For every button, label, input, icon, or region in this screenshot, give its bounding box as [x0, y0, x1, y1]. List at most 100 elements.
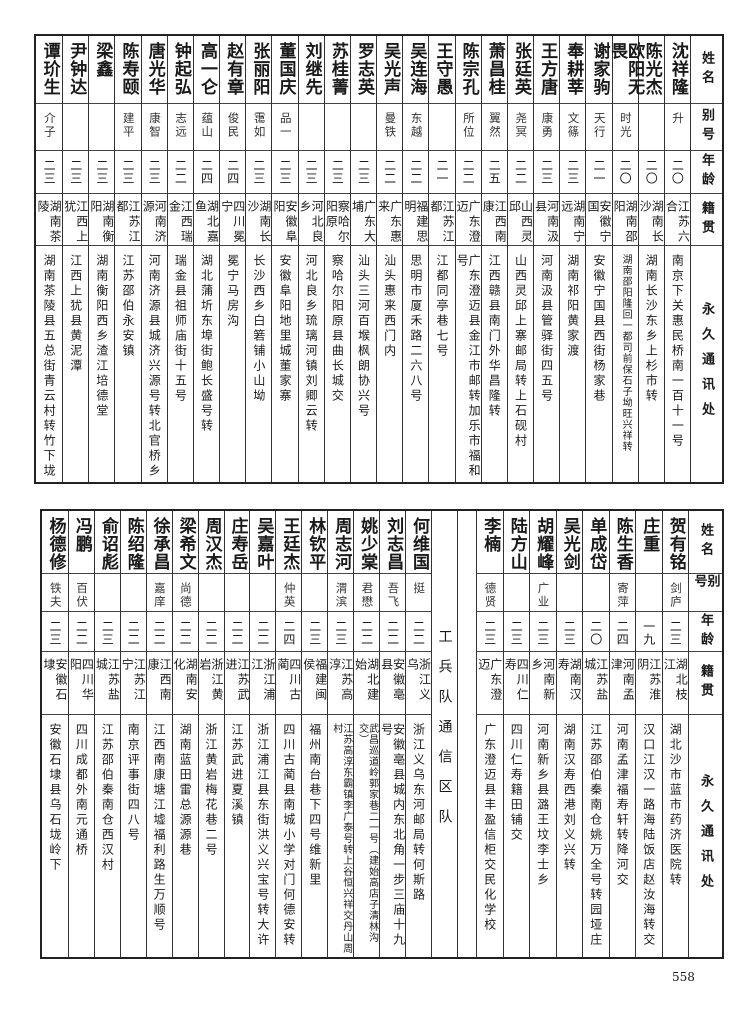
address-text: 安徽石埭县乌石垅岭下: [47, 723, 62, 873]
cell-address: 湖北蒲圻东埠街鲍长盛号转: [194, 246, 219, 482]
alias-text: 蕴山: [200, 112, 215, 139]
name-text: 刘志昌: [383, 517, 404, 571]
person-column: 贺有铭 剑庐 二三 湖北枝江 湖北沙市蓝市药济医院转: [661, 511, 689, 957]
cell-age: 二二: [146, 612, 172, 652]
cell-name: 奉耕莘: [560, 36, 586, 104]
person-column: 陈光杰 二〇 湖南长沙 湖南长沙东乡上杉市转: [637, 36, 665, 482]
cell-address: 汕头惠来西门内: [377, 246, 402, 482]
alias-text: 仲英: [282, 582, 297, 609]
person-column: 吴连海 东越 二二 福建思明 思明市厦禾路二六八号: [402, 36, 429, 482]
cell-age: 二四: [193, 151, 220, 194]
name-text: 梁希文: [175, 517, 196, 571]
cell-origin: 湖南长沙: [246, 194, 272, 246]
cell-name: 苏桂菁: [324, 36, 350, 104]
name-text: 陈生香: [612, 517, 633, 571]
cell-alias: 东越: [403, 104, 429, 151]
person-column: 吴光声 曼铁 二二 广东惠来 汕头惠来西门内: [376, 36, 403, 482]
person-column: 梁鑫 二三 湖南衡阳 湖南衡阳西乡渣江培德堂: [88, 36, 115, 482]
cell-name: 张丽阳: [246, 36, 272, 104]
cell-address: 四川仁寿籍田铺交: [504, 715, 530, 957]
address-text: 南京下关惠民桥南一百十一号: [670, 254, 685, 449]
cell-age: 二二: [507, 151, 534, 194]
cell-alias: 霭如: [246, 104, 272, 151]
cell-address: 河南汲县管驿街四五号: [534, 246, 559, 482]
cell-alias: 翼然: [481, 104, 507, 151]
name-text: 刘继先: [301, 42, 322, 96]
name-text: 欧阳无畏: [607, 42, 645, 96]
header-age: 年龄: [691, 151, 722, 194]
alias-text: 东越: [409, 112, 424, 139]
cell-name: 庄重: [636, 511, 662, 574]
cell-age: 二三: [42, 612, 68, 652]
address-text: 四川仁寿籍田铺交: [509, 723, 524, 843]
name-text: 董国庆: [275, 42, 296, 96]
header-address: 永久通讯处: [689, 715, 722, 957]
cell-address: 河北良乡琉璃河镇刘卿云转: [299, 246, 324, 482]
age-text: 一九: [641, 620, 656, 646]
person-column: 萧昌桂 翼然 二五 江西南康 江西赣县南门外华昌隆转: [480, 36, 507, 482]
alias-text: 康智: [147, 112, 162, 139]
cell-origin: 河南汲县: [534, 194, 560, 246]
cell-address: 河南济源县城济兴源号转北官桥乡: [142, 246, 167, 482]
person-column: 胡耀峰 广业 二三 河南新乡 河南新乡县潞王坟李士乡: [529, 511, 556, 957]
age-text: 二二: [513, 159, 528, 185]
person-column: 苏桂菁 二三 察哈尔阳原 察哈尔阳原县曲长城交: [323, 36, 350, 482]
cell-name: 谢家驹: [586, 36, 612, 104]
header-address: 永久通讯处: [691, 246, 722, 482]
cell-age: 二三: [477, 612, 503, 652]
address-text: 湖北蒲圻东埠街鲍长盛号转: [199, 254, 214, 434]
cell-address: 湖南邵阳隆回一都司前保石子坳旺兴祥转: [613, 246, 638, 482]
person-column: 冯鹏 百伏 二二 四川华阳 四川成都外南元通桥: [67, 511, 94, 957]
address-text: 湖南邵阳隆回一都司前保石子坳旺兴祥转: [620, 254, 632, 452]
cell-origin: 江西上犹: [63, 194, 89, 246]
cell-alias: [556, 574, 582, 612]
cell-alias: [583, 574, 609, 612]
person-column: 陆方山 二三 四川仁寿 四川仁寿籍田铺交: [502, 511, 530, 957]
cell-address: 广东澄迈县丰盈信柜交民化学校: [477, 715, 503, 957]
origin-text: 江苏六合: [664, 200, 691, 245]
cell-address: 瑞金县祖师庙街十五号: [168, 246, 193, 482]
name-text: 林钦平: [305, 517, 326, 571]
origin-text: 江苏江都: [428, 200, 455, 245]
origin-text: 湖南宁远: [559, 200, 586, 245]
address-text: 江西南康塘江墟福利路生万顺号: [152, 723, 167, 933]
header-name: 姓名: [691, 36, 722, 104]
cell-alias: 时光: [612, 104, 638, 151]
cell-name: 欧阳无畏: [607, 36, 644, 104]
address-text: 江西赣县南门外华昌隆转: [487, 254, 502, 419]
cell-age: 二二: [198, 612, 224, 652]
cell-age: 二四: [276, 612, 302, 652]
cell-alias: 俊民: [220, 104, 246, 151]
person-column: 姚少棠 君懋 二二 湖北建始 武昌巡道岭郭家巷二一号（建始高店子清林沟交）: [353, 511, 380, 957]
origin-text: 广东澄迈: [476, 658, 503, 703]
address-text: 浙江义乌东河邮局转何斯路: [411, 723, 426, 903]
header-column: 姓名 别号 年龄 籍贯 永久通讯处: [688, 511, 722, 957]
cell-name: 吴嘉叶: [250, 511, 276, 574]
cell-address: 安徽亳县城内东北角一步三庙十九号: [380, 715, 406, 957]
cell-address: 四川成都外南元通桥: [69, 715, 94, 957]
alias-text: 俊民: [226, 112, 241, 139]
cell-age: 二二: [406, 612, 431, 652]
origin-text: 湖南汉寿: [556, 658, 583, 703]
person-column: 杨德修 铁夫 二三 安徽石埭 安徽石埭县乌石垅岭下: [42, 511, 68, 957]
cell-address: 湖北沙市蓝市药济医院转: [663, 715, 689, 957]
cell-name: 李楠: [477, 511, 503, 574]
origin-text: 湖南茶陵: [36, 200, 63, 245]
age-text: 二四: [615, 620, 630, 646]
age-text: 二四: [281, 620, 296, 646]
name-text: 谢家驹: [589, 42, 610, 96]
age-text: 二三: [278, 159, 293, 185]
origin-text: 湖南长沙: [638, 200, 665, 245]
age-text: 二〇: [618, 159, 633, 185]
alias-text: 挺: [412, 582, 427, 596]
address-text: 湖南衡阳西乡渣江培德堂: [94, 254, 109, 419]
address-text: 江苏邵伯秦南仓西汉村: [100, 723, 115, 873]
origin-text: 江苏盐城: [582, 658, 609, 703]
cell-name: 陈光杰: [638, 36, 664, 104]
age-text: 二二: [152, 620, 167, 646]
cell-age: 二三: [272, 151, 298, 194]
origin-text: 安徽亳县: [379, 658, 406, 703]
address-text: 广东澄迈县丰盈信柜交民化学校: [482, 723, 497, 933]
cell-alias: [429, 104, 455, 151]
cell-origin: 浙江义乌: [406, 652, 432, 715]
